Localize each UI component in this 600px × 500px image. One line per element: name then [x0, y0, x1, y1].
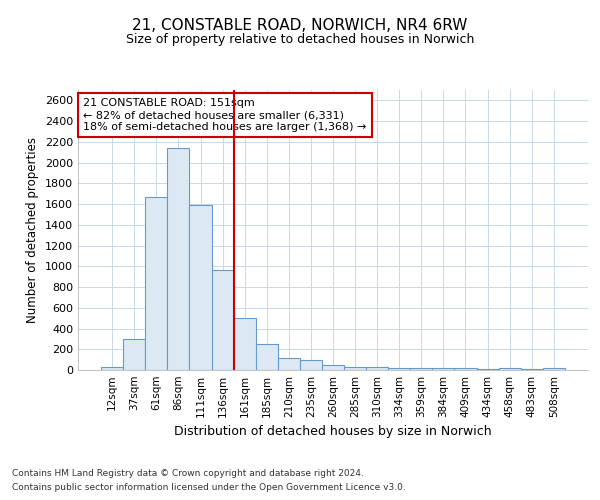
Bar: [101, 368, 123, 370]
Text: 21, CONSTABLE ROAD, NORWICH, NR4 6RW: 21, CONSTABLE ROAD, NORWICH, NR4 6RW: [133, 18, 467, 32]
Bar: [543, 368, 565, 370]
Bar: [233, 318, 256, 370]
Text: Size of property relative to detached houses in Norwich: Size of property relative to detached ho…: [126, 32, 474, 46]
Bar: [344, 367, 366, 370]
Bar: [278, 358, 300, 370]
Text: 21 CONSTABLE ROAD: 151sqm
← 82% of detached houses are smaller (6,331)
18% of se: 21 CONSTABLE ROAD: 151sqm ← 82% of detac…: [83, 98, 367, 132]
Bar: [388, 368, 410, 370]
Bar: [145, 197, 167, 370]
Y-axis label: Number of detached properties: Number of detached properties: [26, 137, 40, 323]
Bar: [454, 368, 476, 370]
Bar: [300, 360, 322, 370]
Bar: [322, 365, 344, 370]
Bar: [212, 270, 233, 370]
Bar: [366, 368, 388, 370]
Bar: [167, 148, 190, 370]
Bar: [190, 204, 212, 370]
Bar: [256, 344, 278, 370]
Bar: [499, 368, 521, 370]
Text: Contains HM Land Registry data © Crown copyright and database right 2024.: Contains HM Land Registry data © Crown c…: [12, 468, 364, 477]
Text: Contains public sector information licensed under the Open Government Licence v3: Contains public sector information licen…: [12, 484, 406, 492]
Bar: [123, 339, 145, 370]
Bar: [410, 368, 433, 370]
X-axis label: Distribution of detached houses by size in Norwich: Distribution of detached houses by size …: [174, 426, 492, 438]
Bar: [433, 368, 454, 370]
